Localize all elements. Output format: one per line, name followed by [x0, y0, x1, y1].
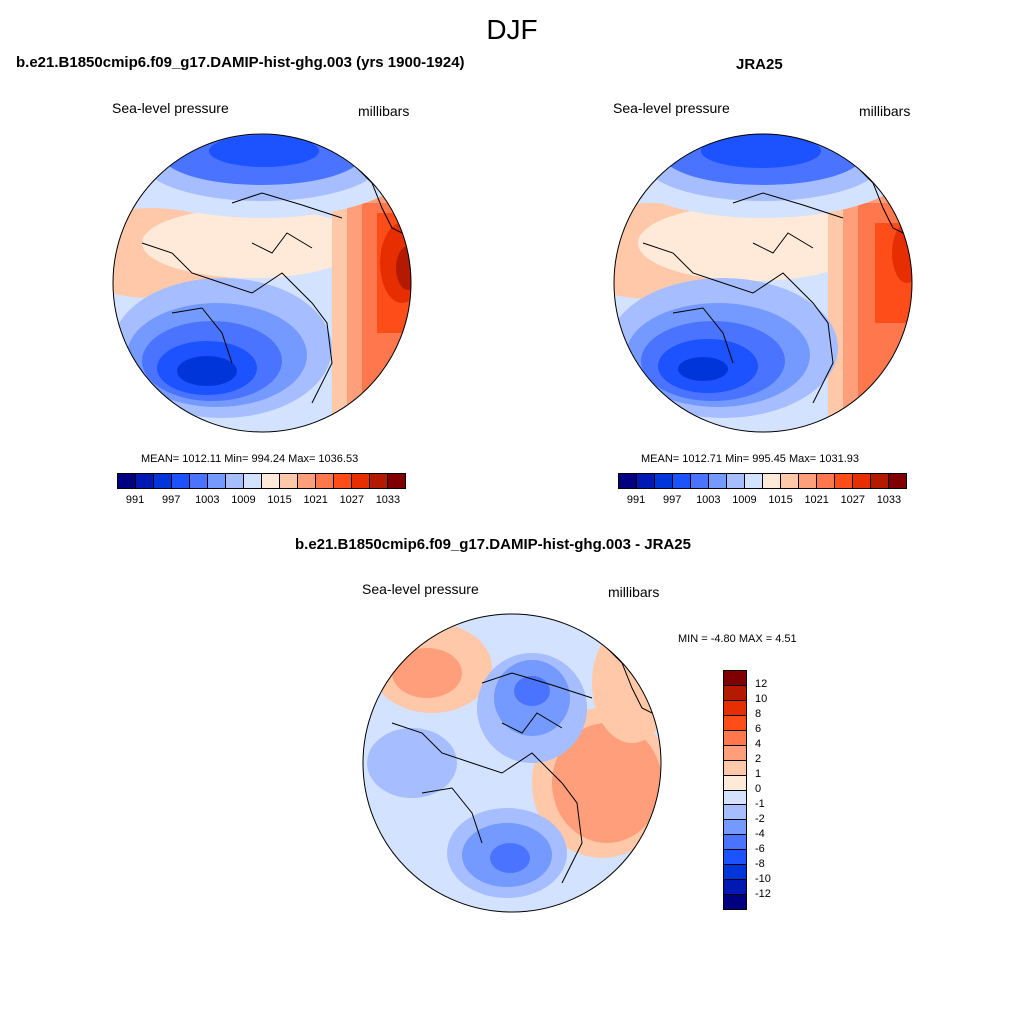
colorbar-tick-label: 1027 — [339, 494, 365, 506]
figure-title: DJF — [486, 14, 538, 45]
panel3-units-label: millibars — [608, 584, 660, 600]
colorbar-box — [655, 474, 673, 488]
coastlines — [391, 647, 661, 884]
colorbar-tick-label: 0 — [755, 783, 762, 795]
colorbar-box — [619, 474, 637, 488]
colorbar-tick-label: 991 — [626, 494, 646, 506]
colorbar-tick-label: 1033 — [375, 494, 401, 506]
colorbar-tick-label: -6 — [755, 843, 765, 855]
colorbar-box — [763, 474, 781, 488]
panel1-stats: MEAN= 1012.11 Min= 994.24 Max= 1036.53 — [141, 453, 359, 465]
colorbar-box — [172, 474, 190, 488]
colorbar-tick-label: 12 — [755, 678, 768, 690]
panel2-polar-map — [613, 133, 913, 433]
colorbar-tick-label: 991 — [125, 494, 145, 506]
panel1-units-label: millibars — [358, 103, 410, 119]
colorbar-box — [334, 474, 352, 488]
colorbar-box — [835, 474, 853, 488]
colorbar-box — [244, 474, 262, 488]
colorbar-box — [727, 474, 745, 488]
colorbar-box — [370, 474, 388, 488]
colorbar-tick-label: 997 — [162, 494, 181, 506]
colorbar-box — [352, 474, 370, 488]
colorbar-tick-label: -2 — [755, 813, 765, 825]
colorbar-box — [871, 474, 889, 488]
panel1-title: b.e21.B1850cmip6.f09_g17.DAMIP-hist-ghg.… — [16, 54, 465, 71]
colorbar-tick-label: -4 — [755, 828, 765, 840]
panel1-polar-map — [112, 133, 412, 433]
colorbar-tick-label: 1015 — [768, 494, 793, 506]
colorbar-box — [799, 474, 817, 488]
colorbar-tick-label: 6 — [755, 723, 762, 735]
colorbar-box — [154, 474, 172, 488]
colorbar-tick-label: 1009 — [732, 494, 757, 506]
colorbar-box — [262, 474, 280, 488]
colorbar-tick-label: 1021 — [804, 494, 829, 506]
colorbar-tick-label: -12 — [755, 888, 771, 900]
panel3-stats: MIN = -4.80 MAX = 4.51 — [678, 633, 797, 645]
panel2-stats: MEAN= 1012.71 Min= 995.45 Max= 1031.93 — [641, 453, 860, 465]
panel2-title: JRA25 — [736, 56, 783, 73]
panel3-title: b.e21.B1850cmip6.f09_g17.DAMIP-hist-ghg.… — [295, 536, 691, 553]
colorbar-box — [724, 820, 746, 836]
colorbar-box — [226, 474, 244, 488]
colorbar-box — [280, 474, 298, 488]
colorbar-box — [208, 474, 226, 488]
colorbar-box — [709, 474, 727, 488]
colorbar-box — [388, 474, 405, 488]
colorbar-box — [781, 474, 799, 488]
colorbar-box — [724, 805, 746, 821]
colorbar-tick-label: 1 — [755, 768, 762, 780]
colorbar-tick-label: -8 — [755, 858, 765, 870]
colorbar-box — [190, 474, 208, 488]
panel3-variable-label: Sea-level pressure — [362, 581, 479, 597]
colorbar-box — [724, 730, 746, 746]
colorbar-box — [745, 474, 763, 488]
colorbar-box — [724, 865, 746, 881]
colorbar-tick-label: 1021 — [303, 494, 328, 506]
colorbar-tick-label: 10 — [755, 693, 768, 705]
colorbar-box — [724, 760, 746, 776]
colorbar-tick-label: 997 — [663, 494, 682, 506]
colorbar-tick-label: -10 — [755, 873, 771, 885]
colorbar-box — [724, 775, 746, 791]
colorbar-box — [316, 474, 334, 488]
colorbar-tick-label: -1 — [755, 798, 765, 810]
colorbar-tick-label: 4 — [755, 738, 762, 750]
colorbar-box — [298, 474, 316, 488]
colorbar-box — [853, 474, 871, 488]
colorbar-tick-label: 8 — [755, 708, 762, 720]
panel2-variable-label: Sea-level pressure — [613, 100, 730, 116]
colorbar-box — [724, 895, 746, 909]
colorbar-tick-label: 1003 — [696, 494, 721, 506]
panel3-polar-map — [362, 613, 662, 913]
colorbar-box — [691, 474, 709, 488]
colorbar-tick-label: 1003 — [195, 494, 220, 506]
colorbar-box — [724, 715, 746, 731]
coastlines — [141, 167, 411, 404]
colorbar-box — [724, 880, 746, 896]
colorbar-tick-label: 1009 — [231, 494, 256, 506]
colorbar-box — [136, 474, 154, 488]
colorbar-box — [724, 685, 746, 701]
coastlines — [642, 167, 912, 404]
colorbar-box — [673, 474, 691, 488]
panel2-units-label: millibars — [859, 103, 911, 119]
colorbar-box — [724, 850, 746, 866]
colorbar-box — [889, 474, 906, 488]
colorbar-tick-label: 2 — [755, 753, 762, 765]
colorbar-box — [724, 790, 746, 806]
colorbar-tick-label: 1033 — [876, 494, 902, 506]
colorbar-tick-label: 1015 — [267, 494, 292, 506]
colorbar-box — [724, 745, 746, 761]
colorbar-tick-label: 1027 — [840, 494, 866, 506]
colorbar-box — [724, 700, 746, 716]
colorbar-box — [637, 474, 655, 488]
colorbar-box — [724, 835, 746, 851]
colorbar-box — [724, 671, 746, 686]
panel1-variable-label: Sea-level pressure — [112, 100, 229, 116]
colorbar-box — [817, 474, 835, 488]
colorbar-box — [118, 474, 136, 488]
